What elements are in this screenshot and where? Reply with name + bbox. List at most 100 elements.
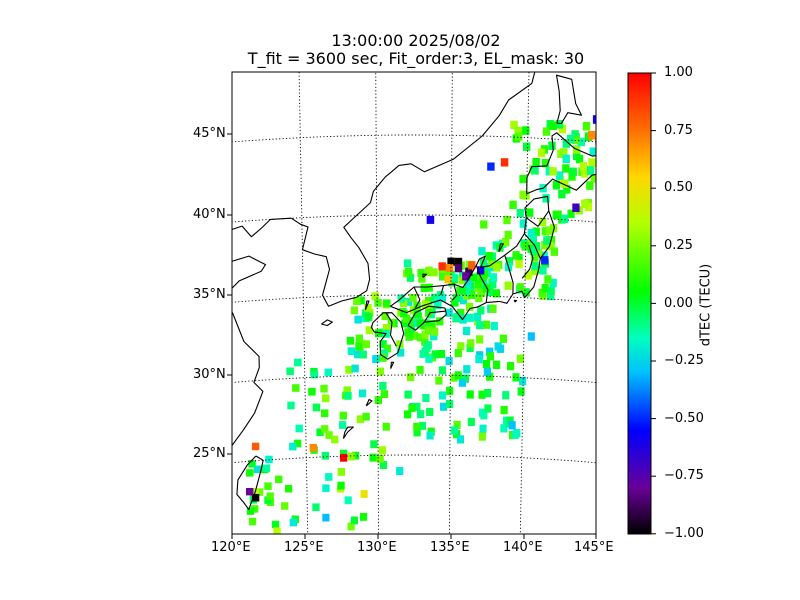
dtec-cell [550, 247, 558, 256]
dtec-cell [424, 326, 433, 335]
colorbar-tick-0.25: 0.25 [664, 238, 693, 253]
dtec-cell [437, 350, 445, 359]
dtec-cell [504, 281, 512, 290]
colorbar-label: dTEC (TECU) [698, 263, 714, 347]
chart-title-line1: 13:00:00 2025/08/02 [331, 31, 501, 50]
dtec-cell [421, 330, 429, 339]
dtec-cell [541, 284, 549, 293]
dtec-cell [519, 174, 527, 184]
colorbar-tick-neg0.25: −0.25 [664, 353, 704, 368]
dtec-cell [364, 313, 373, 322]
lon-label-140: 140°E [503, 540, 543, 555]
dtec-cell [466, 343, 474, 353]
dtec-cell [438, 262, 446, 271]
dtec-cell [486, 352, 494, 361]
dtec-cell [404, 390, 412, 399]
dtec-cell [569, 167, 577, 177]
dtec-cell [343, 386, 351, 395]
colorbar-tick-0.75: 0.75 [664, 123, 693, 138]
dtec-cell [351, 364, 359, 373]
dtec-cell [381, 312, 389, 320]
dtec-cell [337, 481, 345, 490]
dtec-cell [350, 516, 358, 525]
dtec-cell [430, 332, 438, 341]
dtec-cell [558, 189, 566, 199]
dtec-cell [370, 440, 378, 449]
parallel-35 [232, 294, 596, 303]
dtec-cell [354, 350, 362, 359]
dtec-cell [529, 234, 537, 243]
dtec-cell [251, 494, 260, 502]
dtec-cell [452, 293, 461, 302]
dtec-cell [541, 159, 550, 168]
dtec-cell [587, 166, 595, 175]
coastline-china2 [232, 255, 267, 447]
dtec-cell [380, 390, 389, 398]
dtec-cell [539, 266, 547, 275]
dtec-cell [549, 167, 557, 176]
dtec-cell [450, 426, 458, 435]
dtec-cell [430, 268, 438, 277]
dtec-cell [425, 283, 433, 292]
dtec-cell [253, 465, 262, 473]
dtec-cell [515, 132, 523, 141]
dtec-cell [477, 266, 485, 275]
dtec-cell [463, 365, 471, 374]
dtec-cell [400, 309, 408, 318]
dtec-cell [438, 391, 447, 400]
dtec-cell [439, 272, 447, 281]
dtec-cell [451, 298, 459, 307]
dtec-cell [382, 422, 390, 431]
dtec-cell [246, 507, 255, 515]
dtec-cell [500, 424, 508, 433]
dtec-cell [396, 467, 404, 476]
coastline-tsushima [364, 300, 370, 311]
dtec-cell [499, 334, 507, 343]
dtec-cell [411, 331, 419, 340]
dtec-cell [382, 324, 391, 332]
coastline-boundaries5 [523, 233, 541, 259]
dtec-cell [562, 154, 570, 164]
dtec-cell [541, 256, 549, 265]
dtec-cell [293, 439, 302, 448]
dtec-cell [402, 314, 411, 323]
dtec-cell [549, 278, 557, 288]
dtec-cell [508, 421, 516, 430]
dtec-cell [588, 158, 596, 167]
dtec-cell [353, 297, 361, 305]
dtec-cell [596, 199, 603, 208]
dtec-cell [582, 122, 591, 131]
dtec-cell [563, 185, 571, 194]
colorbar-tick-neg0.50: −0.50 [664, 411, 704, 426]
coastline-boundaries8 [385, 312, 397, 347]
dtec-cell [584, 202, 593, 212]
dtec-cell [454, 349, 462, 358]
dtec-cell [308, 387, 316, 396]
dtec-cell [246, 488, 254, 496]
dtec-cell [476, 335, 484, 344]
dtec-cell [516, 283, 524, 292]
parallel-40 [232, 214, 596, 223]
dtec-cell [517, 387, 525, 396]
dtec-cell [281, 502, 289, 510]
dtec-cell [357, 296, 365, 305]
dtec-cell [542, 127, 551, 136]
dtec-cell [587, 130, 596, 140]
dtec-cell [479, 258, 487, 267]
axis-ticks [227, 133, 597, 539]
dtec-cell [320, 384, 328, 393]
colorbar-ticks [651, 72, 656, 535]
dtec-cell [285, 484, 293, 493]
dtec-cell [458, 276, 466, 285]
dtec-cell [555, 120, 564, 129]
coastline-tanegashima [390, 361, 395, 369]
dtec-cell [516, 209, 524, 218]
dtec-cell [493, 360, 501, 369]
dtec-cell [403, 259, 412, 268]
dtec-cell [416, 365, 424, 374]
lon-label-120: 120°E [211, 540, 251, 555]
dtec-cell [266, 492, 274, 500]
dtec-cell [458, 378, 466, 387]
dtec-cell [482, 359, 491, 369]
lon-label-130: 130°E [357, 540, 397, 555]
